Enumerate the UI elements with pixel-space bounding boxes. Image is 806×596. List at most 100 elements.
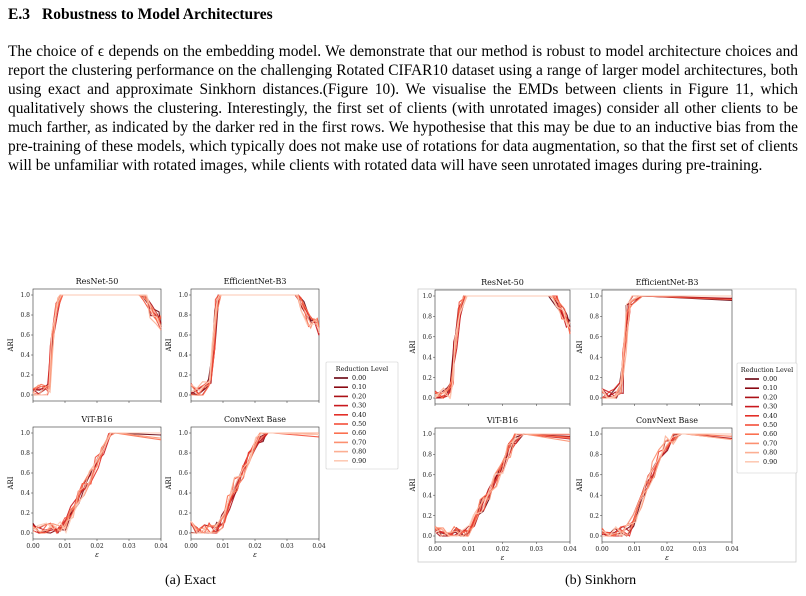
- legend-label: 0.30: [352, 402, 366, 410]
- y-tick-label: 0.4: [20, 352, 30, 359]
- subcaption-sinkhorn: (b) Sinkhorn: [565, 573, 637, 588]
- y-tick-label: 0.2: [20, 510, 30, 517]
- x-tick-label: 0.03: [530, 546, 544, 553]
- y-axis-label: ARI: [576, 340, 584, 354]
- y-tick-label: 0.8: [178, 450, 188, 457]
- legend-label: 0.20: [763, 393, 777, 401]
- subplot-title: ResNet-50: [76, 277, 119, 286]
- legend-label: 0.10: [763, 384, 777, 392]
- y-tick-label: 0.4: [422, 492, 432, 499]
- x-tick-label: 0.00: [26, 543, 40, 550]
- y-tick-label: 0.0: [20, 530, 30, 537]
- subplot: ViT-B16 0.0 0.2 0.4 0.6 0.8 1.0 0.00 0.01 0.02 0.0…: [7, 415, 168, 559]
- y-tick-label: 0.6: [178, 332, 188, 339]
- y-tick-label: 0.0: [178, 530, 188, 537]
- y-tick-label: 0.2: [589, 513, 599, 520]
- section-heading: E.3 Robustness to Model Architectures: [8, 6, 273, 24]
- subplot: ConvNext Base 0.0 0.2 0.4 0.6 0.8 1.0 0.00 0.01 0…: [576, 416, 739, 562]
- legend-label: 0.30: [763, 403, 777, 411]
- series-line: [434, 295, 571, 399]
- legend-label: 0.50: [352, 420, 366, 428]
- legend-label: 0.70: [352, 438, 366, 446]
- x-tick-label: 0.02: [248, 543, 262, 550]
- y-tick-label: 0.6: [20, 470, 30, 477]
- y-tick-label: 0.4: [178, 352, 188, 359]
- x-tick-label: 0.02: [660, 546, 674, 553]
- legend-label: 0.70: [763, 439, 777, 447]
- subplot-title: ViT-B16: [486, 416, 518, 425]
- x-tick-label: 0.02: [496, 546, 510, 553]
- subcaption-exact: (a) Exact: [165, 573, 216, 588]
- x-tick-label: 0.02: [90, 543, 104, 550]
- y-tick-label: 0.8: [422, 314, 432, 321]
- y-tick-label: 0.6: [178, 470, 188, 477]
- subplot-title: ViT-B16: [80, 415, 112, 424]
- x-tick-label: 0.01: [628, 546, 641, 553]
- series-line: [190, 294, 320, 396]
- x-axis-label: ε: [665, 554, 669, 562]
- y-axis-label: ARI: [409, 340, 417, 354]
- y-tick-label: 1.0: [422, 293, 432, 300]
- subplot: ViT-B16 0.0 0.2 0.4 0.6 0.8 1.0 0.00 0.01 0.02 0.0…: [409, 416, 577, 562]
- x-tick-label: 0.04: [725, 546, 739, 553]
- y-axis-label: ARI: [409, 478, 417, 492]
- y-axis-label: ARI: [7, 338, 15, 352]
- subplot: EfficientNet-B3 0.0 0.2 0.4 0.6 0.8 1.0 ARI: [165, 277, 320, 403]
- series-line: [32, 294, 162, 394]
- y-tick-label: 0.4: [589, 354, 599, 361]
- legend-label: 0.90: [352, 457, 366, 465]
- subplot: EfficientNet-B3 0.0 0.2 0.4 0.6 0.8 1.0 ARI: [576, 278, 733, 406]
- subplot-title: ResNet-50: [481, 278, 524, 287]
- x-tick-label: 0.00: [428, 546, 442, 553]
- y-tick-label: 0.0: [178, 392, 188, 399]
- y-axis-label: ARI: [165, 476, 173, 490]
- legend-title: Reduction Level: [336, 365, 388, 373]
- y-tick-label: 1.0: [178, 292, 188, 299]
- y-tick-label: 0.2: [178, 510, 188, 517]
- series-line: [190, 294, 320, 393]
- y-tick-label: 0.8: [422, 452, 432, 459]
- y-axis-label: ARI: [576, 478, 584, 492]
- series-line: [32, 294, 162, 390]
- x-tick-label: 0.01: [462, 546, 475, 553]
- legend-label: 0.00: [352, 374, 366, 382]
- y-tick-label: 1.0: [589, 293, 599, 300]
- series-line: [190, 294, 320, 392]
- legend-label: 0.40: [763, 412, 777, 420]
- series-line: [190, 432, 320, 534]
- y-tick-label: 0.8: [178, 312, 188, 319]
- legend-label: 0.60: [352, 429, 366, 437]
- y-tick-label: 1.0: [20, 430, 30, 437]
- axes-frame: [434, 427, 571, 543]
- y-axis-label: ARI: [7, 476, 15, 490]
- y-tick-label: 0.6: [589, 334, 599, 341]
- body-paragraph: The choice of ϵ depends on the embedding…: [8, 43, 798, 174]
- y-tick-label: 0.6: [20, 332, 30, 339]
- legend-label: 0.00: [763, 375, 777, 383]
- series-line: [434, 433, 571, 537]
- series-line: [32, 432, 161, 533]
- x-tick-label: 0.01: [58, 543, 71, 550]
- x-tick-label: 0.03: [122, 543, 136, 550]
- series-line: [601, 433, 733, 537]
- series-line: [434, 433, 570, 537]
- legend-label: 0.90: [763, 458, 777, 466]
- y-tick-label: 0.0: [422, 533, 432, 540]
- y-tick-label: 0.2: [178, 372, 188, 379]
- legend-title: Reduction Level: [741, 366, 793, 374]
- series-line: [602, 433, 733, 537]
- y-tick-label: 0.6: [422, 334, 432, 341]
- y-tick-label: 0.4: [422, 354, 432, 361]
- series-line: [601, 433, 732, 538]
- x-tick-label: 0.04: [154, 543, 168, 550]
- subplot: ResNet-50 0.0 0.2 0.4 0.6 0.8 1.0 ARI: [7, 277, 162, 403]
- section-title: Robustness to Model Architectures: [42, 6, 273, 23]
- y-tick-label: 1.0: [589, 431, 599, 438]
- y-tick-label: 0.4: [178, 490, 188, 497]
- subplot-title: ConvNext Base: [636, 416, 698, 425]
- y-tick-label: 0.2: [422, 513, 432, 520]
- x-tick-label: 0.03: [280, 543, 294, 550]
- chart-panel-exact: ResNet-500.00.20.40.60.81.0ARIEfficientN…: [7, 277, 399, 559]
- y-tick-label: 0.2: [422, 375, 432, 382]
